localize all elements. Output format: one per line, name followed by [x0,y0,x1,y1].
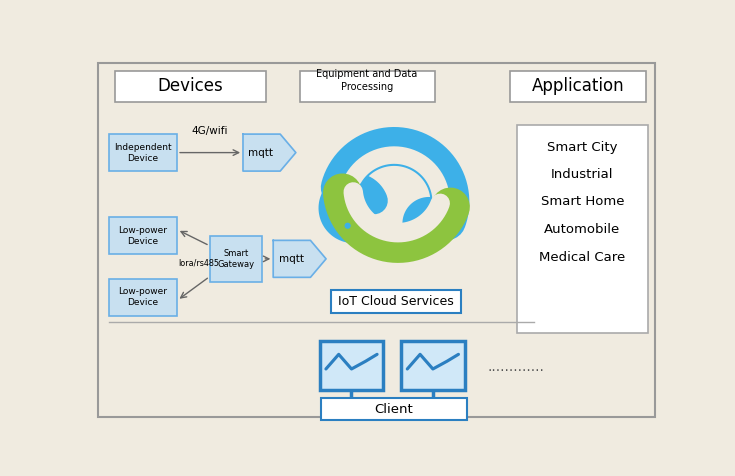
Bar [109,134,177,171]
Text: Application: Application [531,78,624,95]
Text: mqtt: mqtt [248,148,273,158]
Text: Low-power
Device: Low-power Device [118,288,168,307]
Bar [331,290,461,313]
Text: IoT Cloud Services: IoT Cloud Services [338,295,453,307]
Circle shape [345,223,351,229]
Bar [321,398,467,420]
Text: Client: Client [375,403,414,416]
Text: Low-power
Device: Low-power Device [118,226,168,246]
Bar [209,236,262,282]
Text: 4G/wifi: 4G/wifi [191,126,228,136]
Bar [401,340,465,390]
Text: mqtt: mqtt [279,254,304,264]
Bar [300,71,435,102]
Text: Smart City: Smart City [547,141,617,155]
Text: Industrial: Industrial [551,168,614,181]
Bar [510,71,646,102]
Bar [109,217,177,254]
Text: Automobile: Automobile [545,223,620,236]
Text: lora/rs485: lora/rs485 [179,259,219,268]
Text: Medical Care: Medical Care [539,251,625,264]
Text: Equipment and Data
Processing: Equipment and Data Processing [316,69,417,92]
Text: Smart Home: Smart Home [541,195,624,208]
Text: Devices: Devices [157,78,223,95]
Polygon shape [243,134,295,171]
Bar [115,71,266,102]
Text: .............: ............. [487,360,544,374]
Bar [109,279,177,316]
Polygon shape [273,240,326,278]
Polygon shape [330,136,461,225]
Text: Independent
Device: Independent Device [114,142,172,163]
Bar [517,125,648,333]
Bar [320,340,384,390]
Text: Smart
Gateway: Smart Gateway [218,249,254,269]
